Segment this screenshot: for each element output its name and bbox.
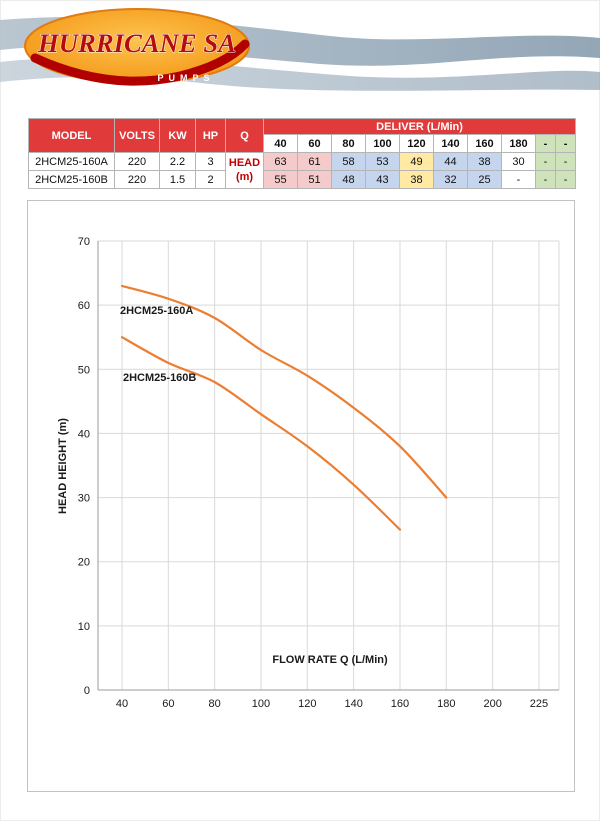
spec-row: 2HCM25-160A 220 2.2 3 HEAD (m) 63 61 58 53 49 44 38 3… xyxy=(28,152,577,189)
col-header-model: MODEL xyxy=(28,118,115,153)
flow-col-header: 160 xyxy=(467,134,502,153)
head-value-cell: - xyxy=(535,152,556,171)
x-tick-label: 100 xyxy=(252,698,270,710)
y-tick-label: 50 xyxy=(78,364,90,376)
x-tick-label: 160 xyxy=(391,698,409,710)
y-tick-label: 30 xyxy=(78,493,90,505)
y-tick-label: 10 xyxy=(78,621,90,633)
head-value-cell: 58 xyxy=(331,152,366,171)
head-value-cell: 32 xyxy=(433,170,468,189)
head-value-cell: 43 xyxy=(365,170,400,189)
x-tick-label: 40 xyxy=(116,698,128,710)
y-tick-label: 60 xyxy=(78,300,90,312)
head-value-cell: - xyxy=(501,170,536,189)
logo-swoosh xyxy=(30,39,250,86)
flow-col-header: 140 xyxy=(433,134,468,153)
head-value-cell: 51 xyxy=(297,170,332,189)
head-value-cell: 55 xyxy=(263,170,298,189)
head-value-cell: 48 xyxy=(331,170,366,189)
kw-cell: 2.2 xyxy=(159,152,196,171)
x-tick-label: 80 xyxy=(209,698,221,710)
head-value-cell: 30 xyxy=(501,152,536,171)
flow-col-header: 120 xyxy=(399,134,434,153)
flow-header-row: 40 60 80 100 120 140 160 180- - xyxy=(29,134,577,153)
x-tick-label: 180 xyxy=(437,698,455,710)
volts-cell: 220 xyxy=(114,170,160,189)
x-tick-label: 120 xyxy=(298,698,316,710)
flow-col-header: 80 xyxy=(331,134,366,153)
x-axis-title: FLOW RATE Q (L/Min) xyxy=(272,654,388,666)
flow-col-header: 100 xyxy=(365,134,400,153)
col-header-hp: HP xyxy=(195,118,226,153)
flow-col-header: 180 xyxy=(501,134,536,153)
flow-col-header: - xyxy=(554,134,577,153)
series-line xyxy=(120,336,402,531)
pump-spec-table: MODEL VOLTS KW HP Q DELIVER (L/Min) 40 60… xyxy=(28,118,577,189)
head-value-cell: - xyxy=(554,170,577,189)
col-header-kw: KW xyxy=(159,118,196,153)
y-tick-label: 0 xyxy=(84,685,90,697)
series-line xyxy=(120,284,448,499)
head-value-cell: 44 xyxy=(433,152,468,171)
col-header-deliver: DELIVER (L/Min) xyxy=(262,118,577,135)
head-value-cell: 38 xyxy=(399,170,434,189)
y-axis-title: HEAD HEIGHT (m) xyxy=(57,418,69,514)
series-label: 2HCM25-160B xyxy=(123,372,196,384)
y-tick-label: 40 xyxy=(78,428,90,440)
head-value-cell: - xyxy=(554,152,577,171)
flow-col-header: 40 xyxy=(263,134,298,153)
brand-logo: HURRICANE SA PUMPS xyxy=(24,8,250,86)
y-tick-label: 20 xyxy=(78,557,90,569)
y-tick-label: 70 xyxy=(78,236,90,248)
series-label: 2HCM25-160A xyxy=(120,305,193,317)
flow-col-header: 60 xyxy=(297,134,332,153)
flow-col-header: - xyxy=(535,134,556,153)
head-value-cell: 61 xyxy=(297,152,332,171)
head-unit-cell: HEAD (m) xyxy=(225,152,264,189)
spec-table-body: 2HCM25-160A 220 2.2 3 HEAD (m) 63 61 58 53 49 44 38 3… xyxy=(28,152,577,189)
chart-svg: 40 60 80 100 120 140 160 180 200 225 0 10 20 30 40 50 60… xyxy=(57,236,560,710)
kw-cell: 1.5 xyxy=(159,170,196,189)
x-tick-label: 140 xyxy=(344,698,362,710)
brand-tagline: PUMPS xyxy=(157,73,214,83)
x-tick-label: 200 xyxy=(483,698,501,710)
model-cell: 2HCM25-160B xyxy=(28,170,115,189)
volts-cell: 220 xyxy=(114,152,160,171)
head-value-cell: 53 xyxy=(365,152,400,171)
head-value-cell: 38 xyxy=(467,152,502,171)
table-header-row: MODEL VOLTS KW HP Q DELIVER (L/Min) xyxy=(28,118,577,153)
x-tick-label: 225 xyxy=(530,698,548,710)
brand-name: HURRICANE SA xyxy=(37,29,236,58)
head-value-cell: 63 xyxy=(263,152,298,171)
col-header-volts: VOLTS xyxy=(114,118,160,153)
head-value-cell: 25 xyxy=(467,170,502,189)
head-value-cell: 49 xyxy=(399,152,434,171)
head-value-cell: - xyxy=(535,170,556,189)
performance-chart: 40 60 80 100 120 140 160 180 200 225 0 10 20 30 40 50 60… xyxy=(27,200,575,792)
model-cell: 2HCM25-160A xyxy=(28,152,115,171)
hp-cell: 3 xyxy=(195,152,226,171)
x-tick-label: 60 xyxy=(162,698,174,710)
spec-row: 2HCM25-160B 220 1.5 2 55 51 48 43 38 32 25- - - xyxy=(28,170,577,189)
col-header-q: Q xyxy=(225,118,264,153)
hp-cell: 2 xyxy=(195,170,226,189)
